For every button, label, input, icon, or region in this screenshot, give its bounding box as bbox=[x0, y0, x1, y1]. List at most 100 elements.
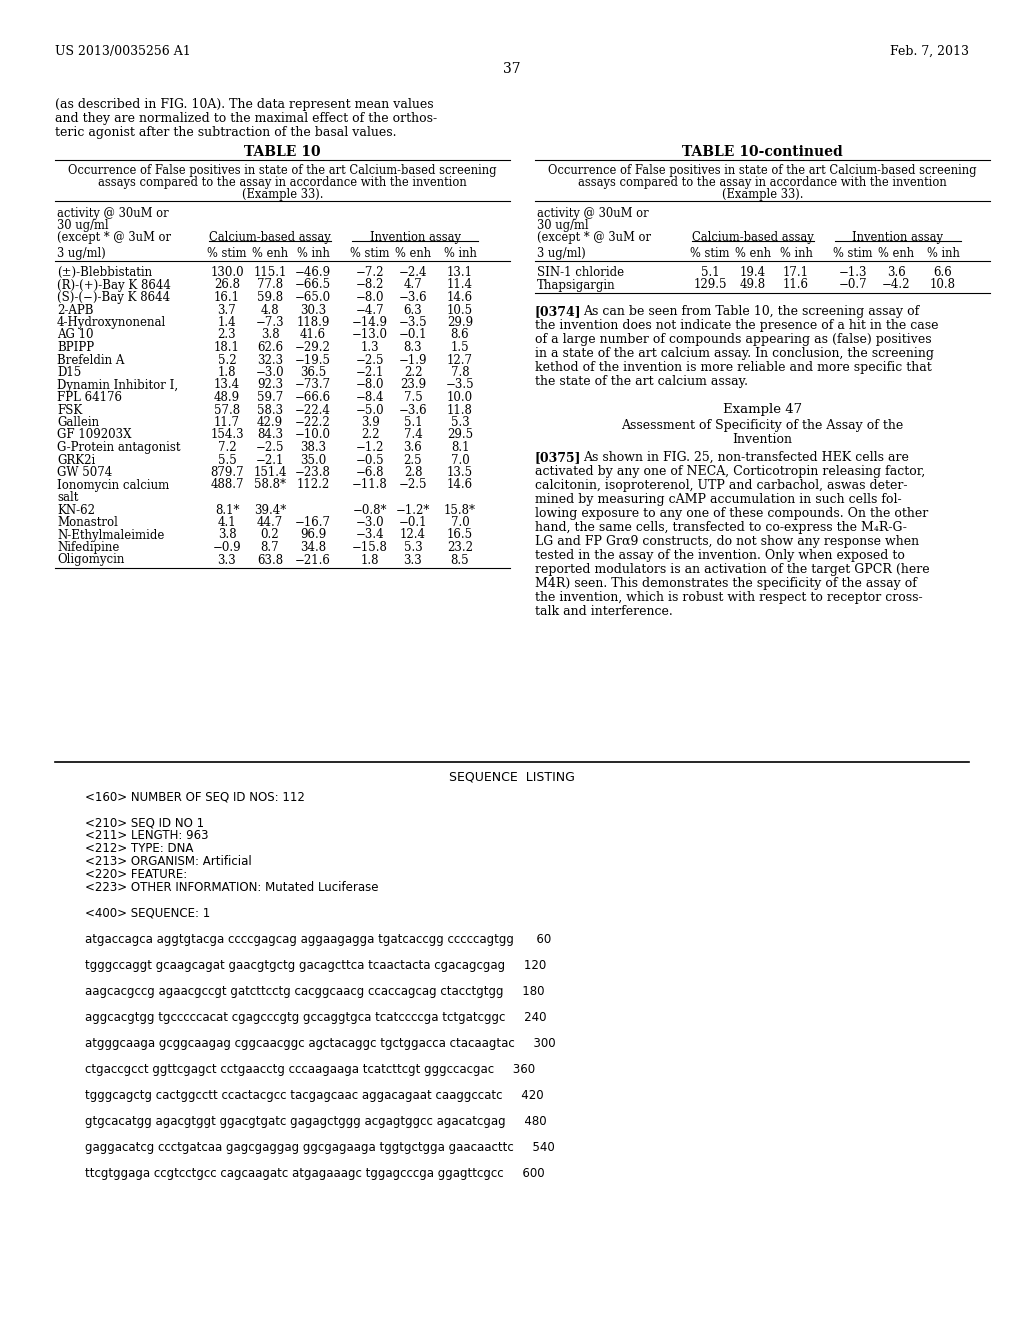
Text: 154.3: 154.3 bbox=[210, 429, 244, 441]
Text: 130.0: 130.0 bbox=[210, 267, 244, 279]
Text: 4.1: 4.1 bbox=[218, 516, 237, 529]
Text: Occurrence of False positives in state of the art Calcium-based screening: Occurrence of False positives in state o… bbox=[69, 164, 497, 177]
Text: tgggccaggt gcaagcagat gaacgtgctg gacagcttca tcaactacta cgacagcgag     120: tgggccaggt gcaagcagat gaacgtgctg gacagct… bbox=[85, 960, 546, 972]
Text: 3.9: 3.9 bbox=[360, 416, 379, 429]
Text: −3.6: −3.6 bbox=[398, 404, 427, 417]
Text: 2.2: 2.2 bbox=[360, 429, 379, 441]
Text: 59.7: 59.7 bbox=[257, 391, 283, 404]
Text: 6.3: 6.3 bbox=[403, 304, 422, 317]
Text: % enh: % enh bbox=[878, 247, 914, 260]
Text: 11.8: 11.8 bbox=[447, 404, 473, 417]
Text: 5.3: 5.3 bbox=[403, 541, 422, 554]
Text: SEQUENCE  LISTING: SEQUENCE LISTING bbox=[450, 770, 574, 783]
Text: −2.1: −2.1 bbox=[355, 366, 384, 379]
Text: 8.7: 8.7 bbox=[261, 541, 280, 554]
Text: 19.4: 19.4 bbox=[740, 267, 766, 279]
Text: Nifedipine: Nifedipine bbox=[57, 541, 120, 554]
Text: −4.7: −4.7 bbox=[355, 304, 384, 317]
Text: 96.9: 96.9 bbox=[300, 528, 326, 541]
Text: hand, the same cells, transfected to co-express the M₄R-G-: hand, the same cells, transfected to co-… bbox=[535, 521, 907, 535]
Text: Oligomycin: Oligomycin bbox=[57, 553, 124, 566]
Text: 23.9: 23.9 bbox=[400, 379, 426, 392]
Text: (as described in FIG. 10A). The data represent mean values: (as described in FIG. 10A). The data rep… bbox=[55, 98, 433, 111]
Text: (S)-(−)-Bay K 8644: (S)-(−)-Bay K 8644 bbox=[57, 290, 170, 304]
Text: 30.3: 30.3 bbox=[300, 304, 326, 317]
Text: lowing exposure to any one of these compounds. On the other: lowing exposure to any one of these comp… bbox=[535, 507, 928, 520]
Text: D15: D15 bbox=[57, 366, 81, 379]
Text: 59.8: 59.8 bbox=[257, 290, 283, 304]
Text: −66.5: −66.5 bbox=[295, 279, 331, 292]
Text: 77.8: 77.8 bbox=[257, 279, 283, 292]
Text: the state of the art calcium assay.: the state of the art calcium assay. bbox=[535, 375, 748, 388]
Text: 18.1: 18.1 bbox=[214, 341, 240, 354]
Text: −0.1: −0.1 bbox=[398, 329, 427, 342]
Text: activated by any one of NECA, Corticotropin releasing factor,: activated by any one of NECA, Corticotro… bbox=[535, 465, 926, 478]
Text: 6.6: 6.6 bbox=[934, 267, 952, 279]
Text: % stim: % stim bbox=[350, 247, 390, 260]
Text: % inh: % inh bbox=[297, 247, 330, 260]
Text: G-Protein antagonist: G-Protein antagonist bbox=[57, 441, 180, 454]
Text: 4.8: 4.8 bbox=[261, 304, 280, 317]
Text: −29.2: −29.2 bbox=[295, 341, 331, 354]
Text: (except * @ 3uM or: (except * @ 3uM or bbox=[57, 231, 171, 244]
Text: (±)-Blebbistatin: (±)-Blebbistatin bbox=[57, 267, 153, 279]
Text: 12.4: 12.4 bbox=[400, 528, 426, 541]
Text: 11.7: 11.7 bbox=[214, 416, 240, 429]
Text: 10.8: 10.8 bbox=[930, 279, 956, 292]
Text: As can be seen from Table 10, the screening assay of: As can be seen from Table 10, the screen… bbox=[583, 305, 920, 318]
Text: −15.8: −15.8 bbox=[352, 541, 388, 554]
Text: GW 5074: GW 5074 bbox=[57, 466, 113, 479]
Text: Calcium-based assay: Calcium-based assay bbox=[692, 231, 814, 244]
Text: tested in the assay of the invention. Only when exposed to: tested in the assay of the invention. On… bbox=[535, 549, 905, 562]
Text: 11.4: 11.4 bbox=[447, 279, 473, 292]
Text: 5.2: 5.2 bbox=[218, 354, 237, 367]
Text: reported modulators is an activation of the target GPCR (here: reported modulators is an activation of … bbox=[535, 564, 930, 576]
Text: talk and interference.: talk and interference. bbox=[535, 605, 673, 618]
Text: KN-62: KN-62 bbox=[57, 503, 95, 516]
Text: 14.6: 14.6 bbox=[446, 290, 473, 304]
Text: 62.6: 62.6 bbox=[257, 341, 283, 354]
Text: −4.2: −4.2 bbox=[882, 279, 910, 292]
Text: 112.2: 112.2 bbox=[296, 479, 330, 491]
Text: 3.8: 3.8 bbox=[218, 528, 237, 541]
Text: 7.2: 7.2 bbox=[218, 441, 237, 454]
Text: in a state of the art calcium assay. In conclusion, the screening: in a state of the art calcium assay. In … bbox=[535, 347, 934, 360]
Text: −46.9: −46.9 bbox=[295, 267, 331, 279]
Text: % enh: % enh bbox=[252, 247, 288, 260]
Text: 3.6: 3.6 bbox=[403, 441, 422, 454]
Text: TABLE 10-continued: TABLE 10-continued bbox=[682, 145, 843, 158]
Text: aggcacgtgg tgcccccacat cgagcccgtg gccaggtgca tcatccccga tctgatcggc     240: aggcacgtgg tgcccccacat cgagcccgtg gccagg… bbox=[85, 1011, 547, 1024]
Text: −19.5: −19.5 bbox=[295, 354, 331, 367]
Text: 115.1: 115.1 bbox=[253, 267, 287, 279]
Text: 3.8: 3.8 bbox=[261, 329, 280, 342]
Text: % stim: % stim bbox=[690, 247, 730, 260]
Text: % inh: % inh bbox=[443, 247, 476, 260]
Text: 879.7: 879.7 bbox=[210, 466, 244, 479]
Text: 12.7: 12.7 bbox=[447, 354, 473, 367]
Text: Monastrol: Monastrol bbox=[57, 516, 118, 529]
Text: 35.0: 35.0 bbox=[300, 454, 326, 466]
Text: mined by measuring cAMP accumulation in such cells fol-: mined by measuring cAMP accumulation in … bbox=[535, 492, 901, 506]
Text: 7.8: 7.8 bbox=[451, 366, 469, 379]
Text: −3.0: −3.0 bbox=[256, 366, 285, 379]
Text: Feb. 7, 2013: Feb. 7, 2013 bbox=[890, 45, 969, 58]
Text: Assessment of Specificity of the Assay of the: Assessment of Specificity of the Assay o… bbox=[622, 418, 903, 432]
Text: −1.2*: −1.2* bbox=[396, 503, 430, 516]
Text: 41.6: 41.6 bbox=[300, 329, 326, 342]
Text: <223> OTHER INFORMATION: Mutated Luciferase: <223> OTHER INFORMATION: Mutated Lucifer… bbox=[85, 880, 379, 894]
Text: <212> TYPE: DNA: <212> TYPE: DNA bbox=[85, 842, 194, 855]
Text: <210> SEQ ID NO 1: <210> SEQ ID NO 1 bbox=[85, 816, 204, 829]
Text: activity @ 30uM or: activity @ 30uM or bbox=[57, 207, 169, 220]
Text: 8.3: 8.3 bbox=[403, 341, 422, 354]
Text: 0.2: 0.2 bbox=[261, 528, 280, 541]
Text: 7.5: 7.5 bbox=[403, 391, 422, 404]
Text: 26.8: 26.8 bbox=[214, 279, 240, 292]
Text: −11.8: −11.8 bbox=[352, 479, 388, 491]
Text: (R)-(+)-Bay K 8644: (R)-(+)-Bay K 8644 bbox=[57, 279, 171, 292]
Text: gaggacatcg ccctgatcaa gagcgaggag ggcgagaaga tggtgctgga gaacaacttc     540: gaggacatcg ccctgatcaa gagcgaggag ggcgaga… bbox=[85, 1140, 555, 1154]
Text: 30 ug/ml: 30 ug/ml bbox=[537, 219, 589, 232]
Text: calcitonin, isoproterenol, UTP and carbachol, aswas deter-: calcitonin, isoproterenol, UTP and carba… bbox=[535, 479, 907, 492]
Text: −1.3: −1.3 bbox=[839, 267, 867, 279]
Text: 17.1: 17.1 bbox=[783, 267, 809, 279]
Text: −2.1: −2.1 bbox=[256, 454, 285, 466]
